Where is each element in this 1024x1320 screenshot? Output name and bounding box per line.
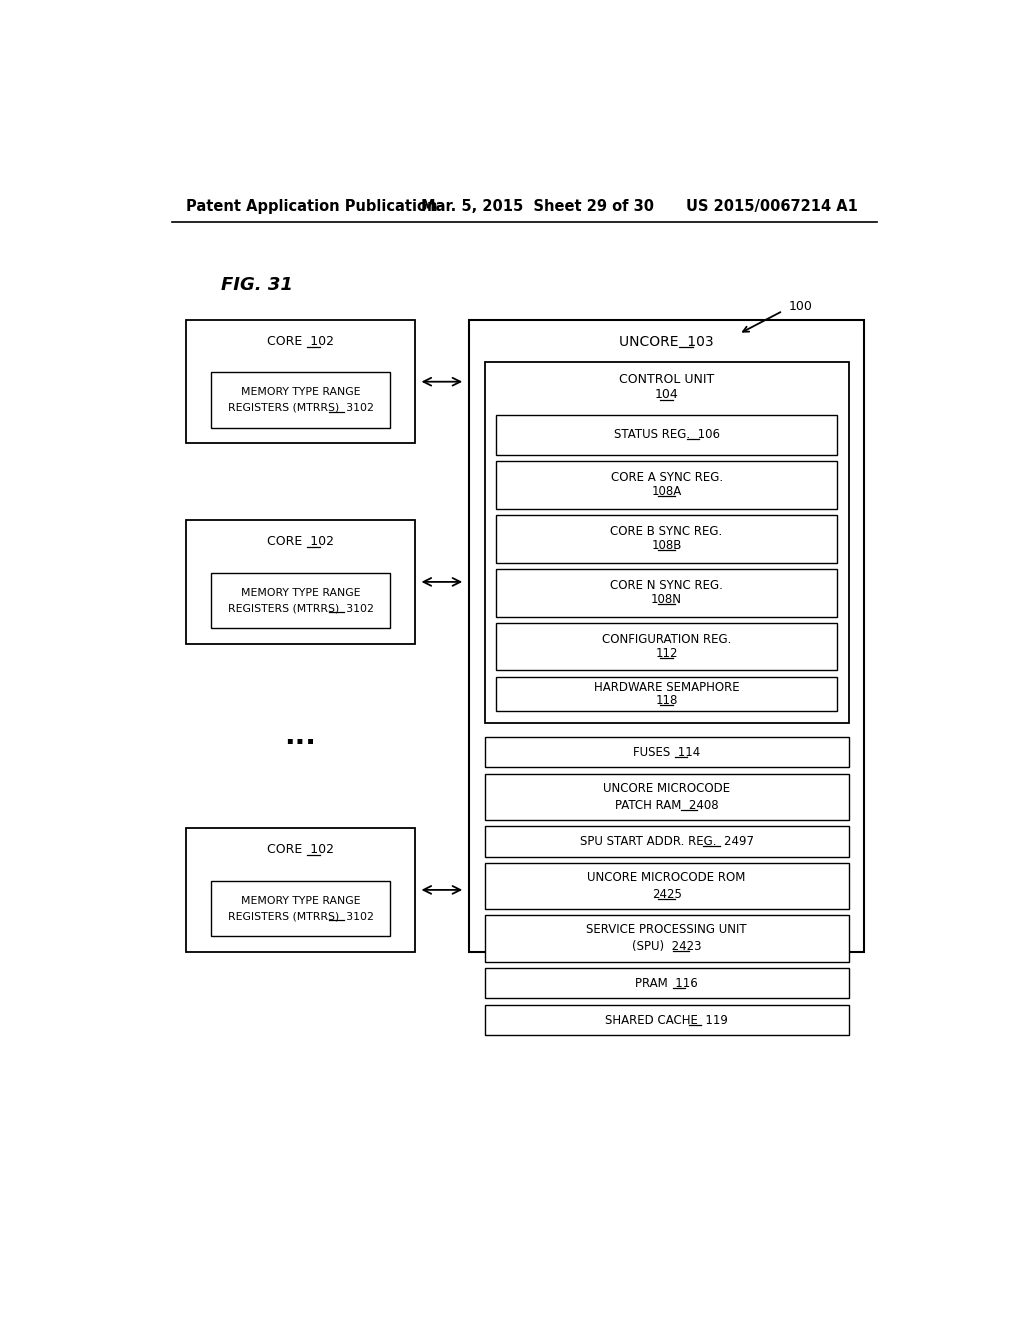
Text: UNCORE MICROCODE: UNCORE MICROCODE (603, 781, 730, 795)
Text: UNCORE MICROCODE ROM: UNCORE MICROCODE ROM (588, 871, 745, 884)
Text: STATUS REG.  106: STATUS REG. 106 (613, 428, 720, 441)
Text: MEMORY TYPE RANGE: MEMORY TYPE RANGE (241, 896, 360, 906)
Bar (484, 774, 849, 820)
Bar (496, 623, 838, 671)
Text: REGISTERS (MTRRS)  3102: REGISTERS (MTRRS) 3102 (227, 403, 374, 413)
Bar (484, 1005, 849, 1035)
Text: CORE  102: CORE 102 (267, 843, 334, 857)
Text: CONFIGURATION REG.: CONFIGURATION REG. (602, 634, 731, 647)
Bar (484, 737, 849, 767)
Text: PATCH RAM  2408: PATCH RAM 2408 (614, 799, 719, 812)
Text: CORE B SYNC REG.: CORE B SYNC REG. (610, 525, 723, 539)
Bar (484, 363, 849, 723)
Text: (SPU)  2423: (SPU) 2423 (632, 940, 701, 953)
Bar (186, 520, 415, 644)
Text: MEMORY TYPE RANGE: MEMORY TYPE RANGE (241, 587, 360, 598)
Bar (211, 372, 389, 428)
Text: 100: 100 (788, 300, 812, 313)
Text: Patent Application Publication: Patent Application Publication (186, 198, 437, 214)
Bar (211, 573, 389, 628)
Text: 108A: 108A (651, 486, 682, 499)
Text: 112: 112 (655, 647, 678, 660)
Bar (186, 321, 415, 444)
Text: FIG. 31: FIG. 31 (221, 276, 293, 294)
Bar (186, 829, 415, 952)
Bar (496, 569, 838, 616)
Bar (484, 968, 849, 998)
Text: REGISTERS (MTRRS)  3102: REGISTERS (MTRRS) 3102 (227, 911, 374, 921)
Text: US 2015/0067214 A1: US 2015/0067214 A1 (686, 198, 858, 214)
Text: 108N: 108N (651, 593, 682, 606)
Text: CORE A SYNC REG.: CORE A SYNC REG. (610, 471, 723, 484)
Bar (496, 515, 838, 562)
Text: CORE  102: CORE 102 (267, 536, 334, 548)
Bar (211, 880, 389, 936)
Text: CORE N SYNC REG.: CORE N SYNC REG. (610, 579, 723, 593)
Bar (484, 826, 849, 857)
Text: HARDWARE SEMAPHORE: HARDWARE SEMAPHORE (594, 681, 739, 693)
Bar (484, 863, 849, 909)
Text: PRAM  116: PRAM 116 (635, 977, 698, 990)
Text: CONTROL UNIT: CONTROL UNIT (618, 372, 715, 385)
Text: Mar. 5, 2015  Sheet 29 of 30: Mar. 5, 2015 Sheet 29 of 30 (421, 198, 654, 214)
Bar (496, 414, 838, 455)
Text: 118: 118 (655, 694, 678, 708)
Text: 104: 104 (654, 388, 679, 401)
Text: CORE  102: CORE 102 (267, 335, 334, 348)
Text: 108B: 108B (651, 539, 682, 552)
Text: FUSES  114: FUSES 114 (633, 746, 700, 759)
Bar (496, 677, 838, 711)
Bar (469, 321, 864, 952)
Text: MEMORY TYPE RANGE: MEMORY TYPE RANGE (241, 388, 360, 397)
Text: SHARED CACHE  119: SHARED CACHE 119 (605, 1014, 728, 1027)
Bar (484, 915, 849, 961)
Text: REGISTERS (MTRRS)  3102: REGISTERS (MTRRS) 3102 (227, 603, 374, 612)
Text: SPU START ADDR. REG.  2497: SPU START ADDR. REG. 2497 (580, 834, 754, 847)
Text: 2425: 2425 (651, 888, 682, 902)
Text: ...: ... (285, 722, 316, 750)
Bar (496, 461, 838, 508)
Text: SERVICE PROCESSING UNIT: SERVICE PROCESSING UNIT (587, 924, 746, 936)
Text: UNCORE  103: UNCORE 103 (620, 335, 714, 348)
